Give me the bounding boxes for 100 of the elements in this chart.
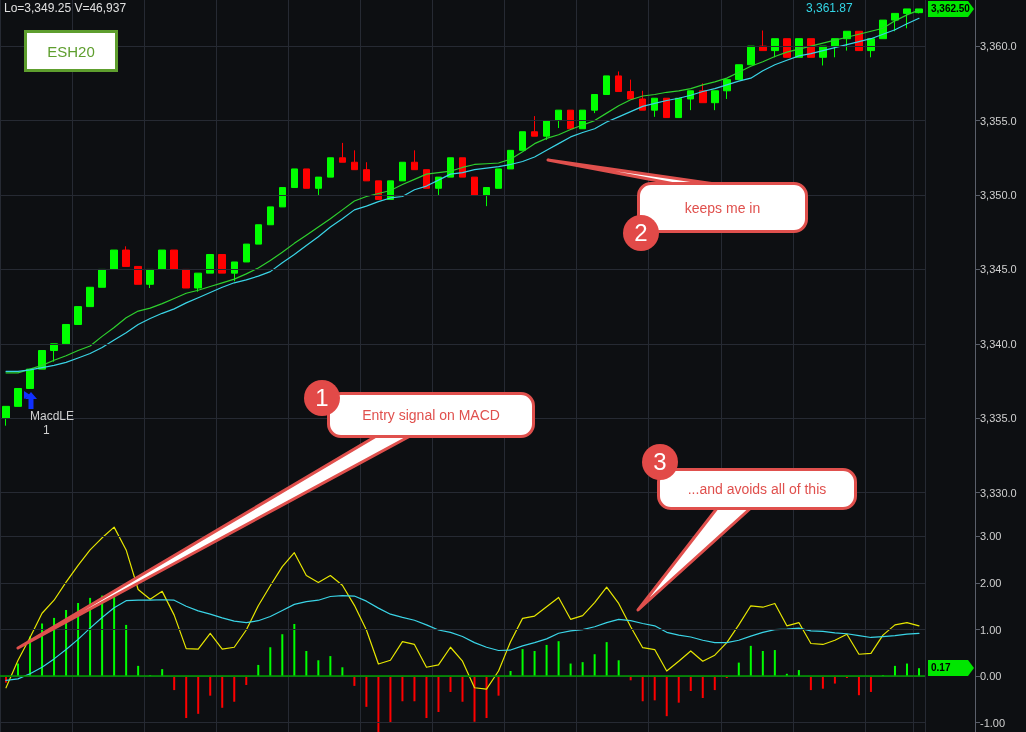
bar: [185, 676, 188, 719]
candlestick: [26, 368, 34, 389]
bar: [893, 665, 896, 677]
bar: [809, 676, 812, 691]
y-tick-label: 3,350.0: [980, 188, 1017, 201]
candlestick: [399, 161, 406, 182]
bar: [689, 676, 692, 692]
bar: [533, 650, 536, 677]
candlestick: [483, 187, 490, 207]
candlestick: [891, 12, 899, 32]
bar: [677, 676, 680, 703]
y-tick-label: 3,360.0: [980, 40, 1017, 53]
candlestick: [663, 97, 670, 119]
candlestick: [231, 261, 238, 282]
bar: [701, 676, 704, 699]
annotation: 3,361.87: [806, 1, 853, 15]
candlestick: [2, 405, 10, 427]
candlestick: [819, 45, 827, 66]
y-tick-label: 3,335.0: [980, 412, 1017, 425]
bar: [869, 676, 872, 692]
candlestick: [62, 323, 70, 345]
bar: [653, 676, 656, 701]
bar: [437, 676, 440, 712]
candlestick: [471, 176, 478, 196]
candlestick: [375, 180, 382, 200]
bar: [197, 676, 200, 714]
candlestick: [194, 272, 202, 293]
y-tick-label: 1.00: [980, 623, 1002, 636]
candlestick: [603, 75, 610, 96]
candlestick: [86, 286, 94, 308]
candlestick: [98, 268, 106, 288]
bar: [113, 596, 116, 677]
bar: [461, 676, 464, 702]
bar: [401, 676, 404, 702]
candlestick: [303, 168, 310, 189]
bar: [617, 660, 620, 677]
bar: [173, 676, 176, 691]
bar: [449, 676, 452, 692]
candlestick: [351, 149, 358, 171]
candlestick: [110, 249, 118, 270]
bar: [137, 665, 140, 677]
bar: [521, 649, 524, 677]
candlestick: [363, 161, 370, 182]
line-series: [5, 526, 920, 690]
candlestick: [747, 45, 755, 66]
candlestick: [567, 109, 574, 130]
candlestick: [555, 109, 562, 129]
bar: [281, 634, 284, 677]
bar: [353, 676, 356, 686]
bar: [581, 662, 584, 677]
bar: [329, 656, 332, 677]
candlestick: [50, 343, 58, 363]
text: 0.17: [928, 660, 974, 676]
candlestick: [267, 206, 274, 226]
text: 3,362.50: [928, 1, 974, 17]
bar: [413, 676, 416, 702]
bar: [221, 676, 224, 708]
candlestick: [339, 142, 346, 163]
candlestick: [591, 94, 598, 114]
y-tick-label: 3.00: [980, 530, 1002, 543]
bar: [773, 650, 776, 677]
bar: [125, 624, 128, 677]
candlestick: [675, 97, 682, 119]
candlestick: [315, 176, 322, 196]
bar: [545, 644, 548, 677]
bar: [293, 623, 296, 677]
candlestick: [519, 131, 526, 151]
label-box: ESH20: [24, 30, 118, 72]
bar: [497, 676, 500, 696]
candlestick: [279, 187, 286, 208]
candlestick: [759, 30, 767, 52]
bar: [485, 676, 488, 719]
candlestick: [531, 115, 538, 137]
bar: [605, 642, 608, 677]
bar: [641, 676, 644, 702]
candlestick: [291, 168, 298, 189]
candlestick: [218, 254, 226, 274]
candlestick: [579, 109, 586, 130]
candlestick: [74, 306, 82, 325]
bar: [257, 664, 260, 677]
candlestick: [711, 90, 719, 111]
annotation: 1: [43, 423, 50, 437]
callout-box: Entry signal on MACD: [327, 392, 535, 438]
bar: [269, 647, 272, 677]
candlestick: [915, 8, 923, 14]
bar: [209, 676, 212, 696]
bar: [389, 676, 392, 723]
candlestick: [255, 224, 262, 245]
candlestick: [723, 79, 731, 100]
candlestick: [158, 249, 166, 270]
y-tick-label: 2.00: [980, 576, 1002, 589]
bar: [425, 676, 428, 719]
bar: [473, 676, 476, 722]
candlestick: [867, 38, 875, 58]
candlestick: [134, 265, 142, 285]
bar: [857, 676, 860, 696]
y-tick-label: 3,340.0: [980, 337, 1017, 350]
candlestick: [627, 79, 634, 100]
bar: [317, 660, 320, 677]
candlestick: [146, 268, 154, 289]
